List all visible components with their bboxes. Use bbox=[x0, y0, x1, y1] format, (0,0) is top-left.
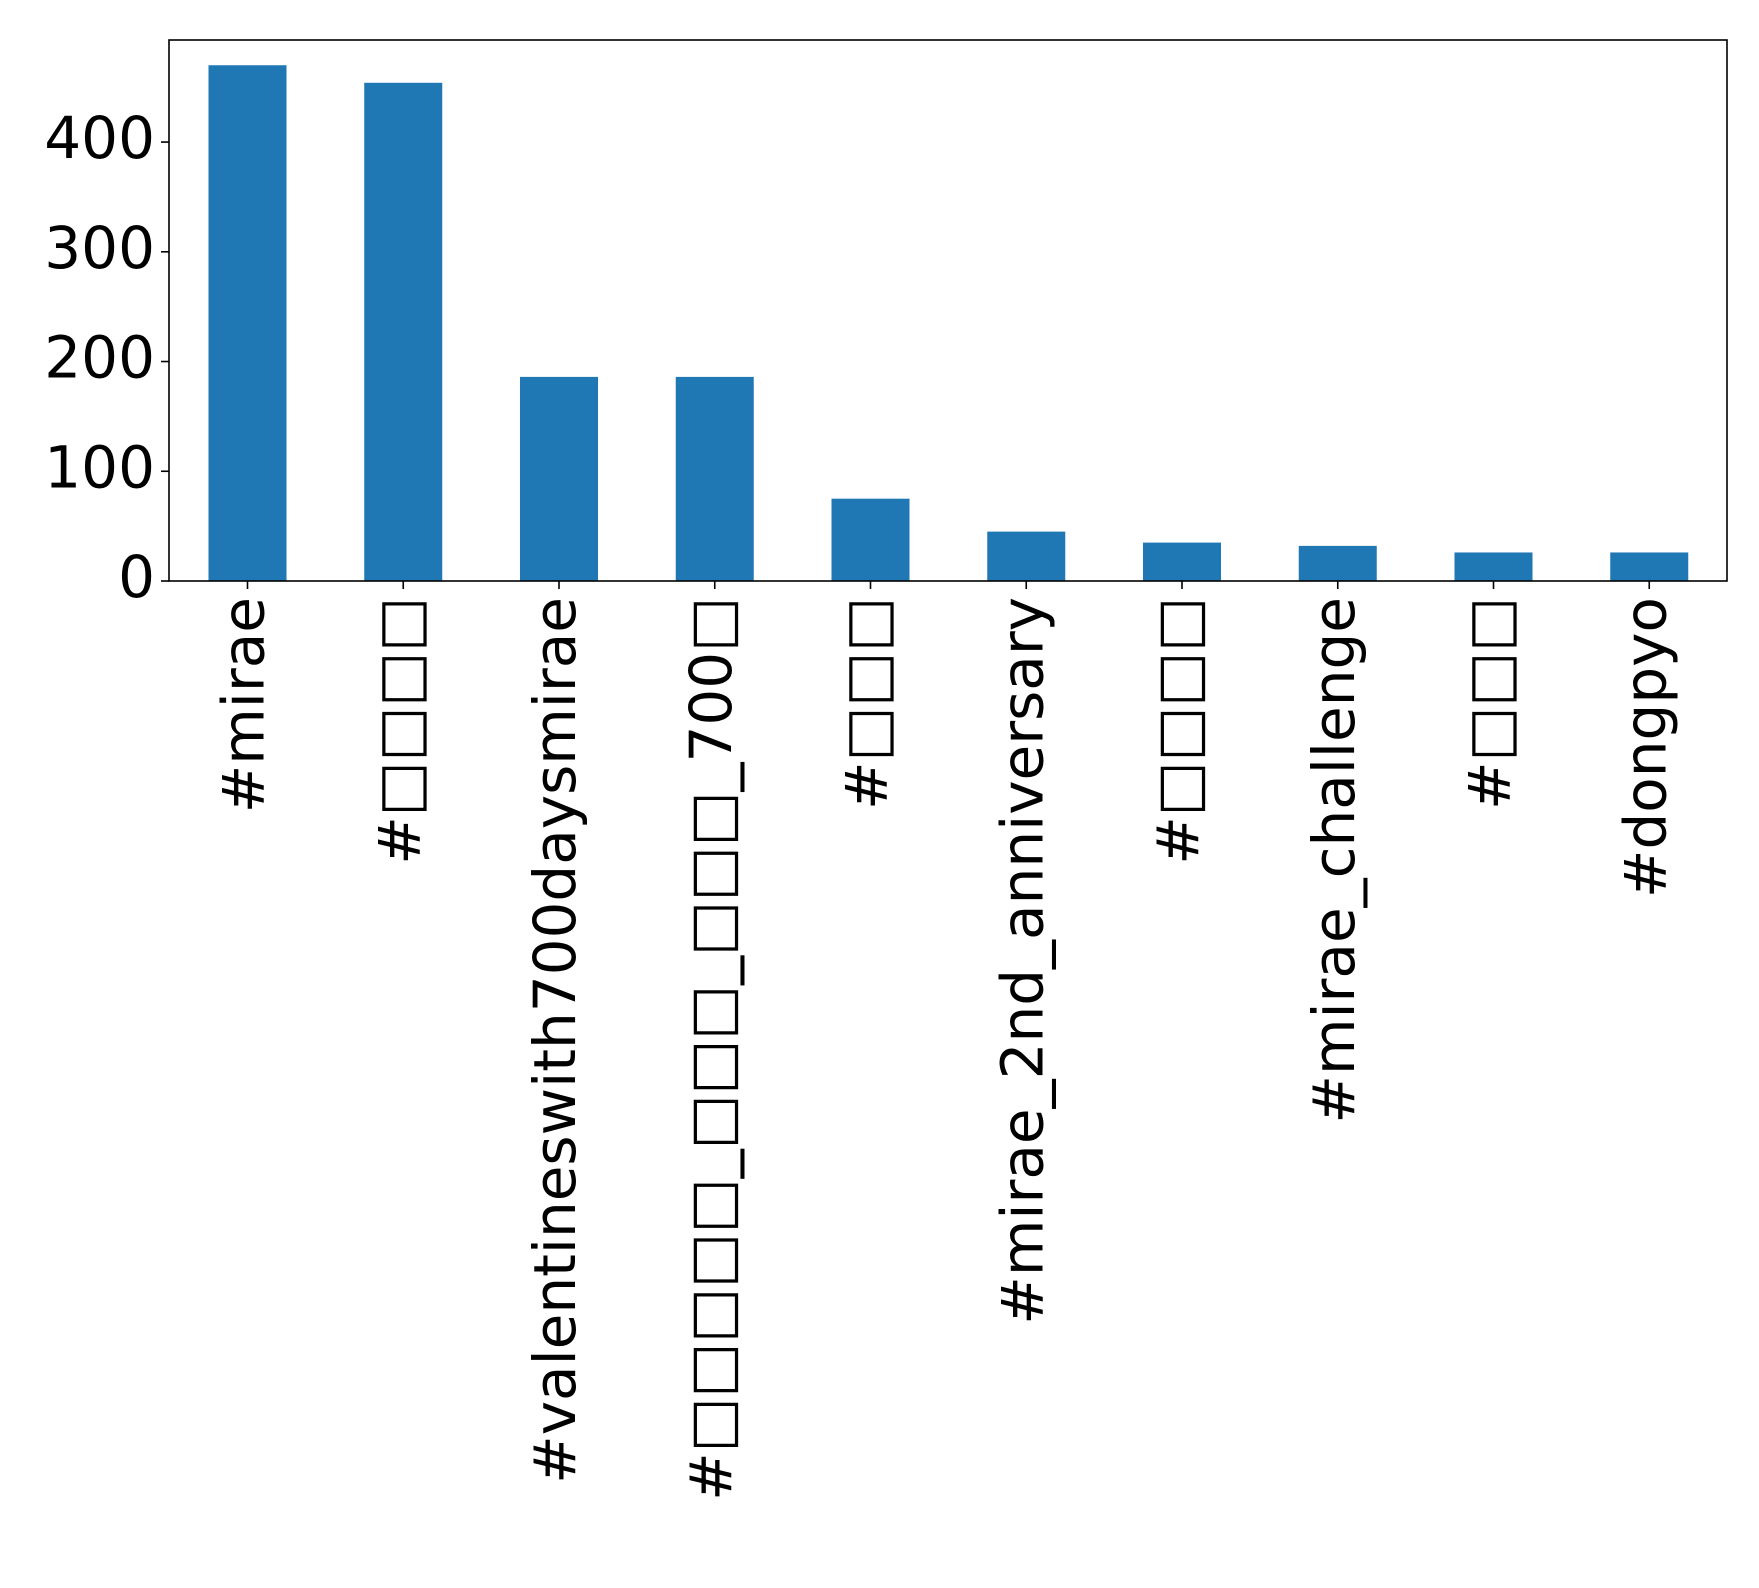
x-tick-label: #□□□ bbox=[833, 597, 901, 810]
x-tick-label: #dongpyo bbox=[1611, 597, 1679, 898]
bar-7 bbox=[1298, 545, 1377, 581]
bar-1 bbox=[364, 82, 443, 582]
bar-4 bbox=[831, 498, 910, 581]
x-tick-label: #□□□□□_□□□_□□□_700□ bbox=[677, 597, 745, 1501]
x-tick-label: #mirae_challenge bbox=[1300, 597, 1368, 1124]
x-tick-label: #□□□□ bbox=[1144, 597, 1212, 865]
bar-9 bbox=[1610, 552, 1689, 581]
bar-6 bbox=[1143, 542, 1221, 581]
x-tick-label: #mirae_2nd_anniversary bbox=[988, 597, 1056, 1325]
y-tick-label: 400 bbox=[44, 104, 155, 172]
y-tick-label: 200 bbox=[44, 324, 155, 392]
y-tick-label: 300 bbox=[44, 214, 155, 282]
x-tick-label: #valentineswith700daysmirae bbox=[521, 597, 589, 1484]
x-tick-label: #□□□□ bbox=[365, 597, 433, 865]
bar-0 bbox=[208, 65, 287, 581]
x-tick-label: #□□□ bbox=[1456, 597, 1524, 810]
x-tick-label: #mirae bbox=[210, 597, 278, 813]
bar-3 bbox=[675, 376, 754, 581]
bars-layer bbox=[208, 65, 1689, 582]
x-axis: #mirae #□□□□ #valentineswith700daysmirae #□… bbox=[210, 581, 1679, 1501]
y-axis: 0 100 200 300 400 bbox=[44, 104, 169, 611]
plot-frame bbox=[168, 39, 1728, 582]
y-tick-label: 0 bbox=[118, 543, 155, 611]
y-tick-label: 100 bbox=[44, 433, 155, 501]
bar-8 bbox=[1454, 552, 1533, 581]
bar-2 bbox=[520, 376, 598, 581]
bar-5 bbox=[987, 531, 1066, 581]
